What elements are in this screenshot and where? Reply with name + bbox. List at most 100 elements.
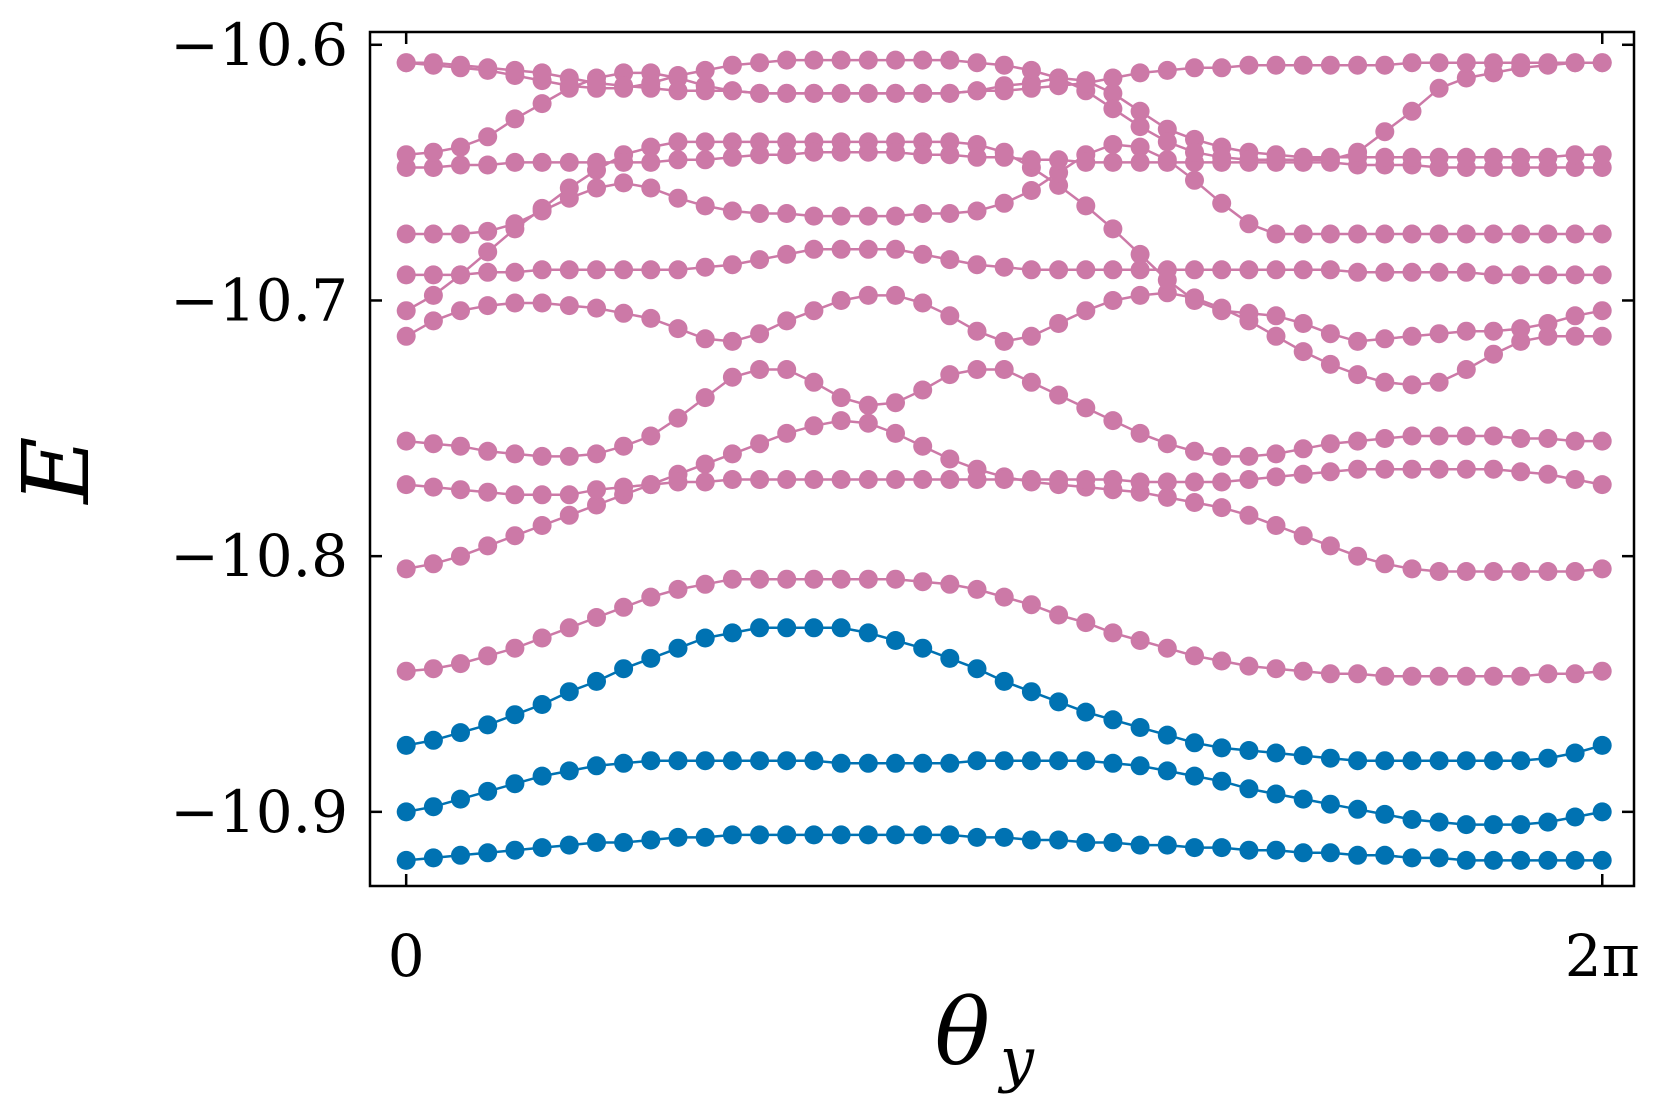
data-point: [451, 789, 470, 809]
data-point: [641, 78, 661, 98]
data-point: [423, 265, 443, 285]
data-point: [1266, 784, 1286, 804]
data-point: [750, 751, 770, 771]
data-point: [1076, 73, 1096, 93]
data-point: [1320, 664, 1340, 684]
data-point: [1185, 646, 1204, 666]
data-point: [1402, 666, 1422, 686]
data-point: [1348, 224, 1368, 244]
data-point: [1021, 60, 1041, 80]
data-point: [1320, 794, 1340, 814]
data-point: [1565, 145, 1585, 165]
data-point: [1212, 446, 1232, 466]
data-point: [559, 188, 579, 208]
data-point: [695, 628, 715, 648]
series-line: [405, 759, 1603, 826]
data-point: [478, 441, 498, 461]
data-point: [1402, 751, 1422, 771]
data-point: [559, 761, 579, 781]
data-point: [451, 137, 470, 157]
data-point: [1076, 301, 1096, 321]
data-point: [967, 53, 987, 73]
data-point: [695, 574, 715, 594]
data-point: [1157, 761, 1177, 781]
data-point: [1266, 467, 1286, 487]
data-point: [1456, 666, 1476, 686]
data-point: [722, 81, 742, 101]
y-tick-label: −10.7: [170, 266, 348, 334]
series-7: [396, 360, 1612, 466]
data-point: [1375, 845, 1395, 865]
data-point: [1375, 147, 1395, 167]
data-point: [668, 827, 688, 847]
data-point: [1429, 751, 1449, 771]
data-point: [668, 150, 688, 170]
data-point: [396, 145, 416, 165]
data-point: [1511, 562, 1531, 581]
data-point: [1185, 733, 1204, 753]
data-point: [1103, 710, 1123, 730]
data-point: [1239, 260, 1259, 280]
data-point: [1185, 493, 1204, 512]
data-point: [1348, 459, 1368, 479]
data-point: [1429, 459, 1449, 479]
data-point: [1076, 702, 1096, 722]
data-point: [886, 470, 905, 489]
data-point: [1049, 260, 1069, 280]
data-point: [858, 569, 878, 589]
data-point: [668, 81, 688, 101]
data-point: [1130, 756, 1150, 776]
data-point: [1021, 181, 1041, 200]
data-point: [1320, 748, 1340, 768]
data-point: [1320, 224, 1340, 244]
data-point: [1157, 60, 1177, 80]
data-point: [967, 81, 987, 101]
data-point: [886, 753, 905, 773]
data-point: [668, 408, 688, 428]
data-point: [451, 546, 470, 566]
data-point: [1293, 342, 1313, 362]
data-point: [451, 155, 470, 175]
data-point: [451, 723, 470, 743]
data-point: [1157, 472, 1177, 492]
data-point: [1402, 147, 1422, 167]
data-point: [1239, 214, 1259, 234]
data-point: [668, 472, 688, 492]
data-point: [1348, 55, 1368, 75]
data-point: [722, 331, 742, 351]
data-point: [396, 53, 416, 73]
data-point: [668, 579, 688, 599]
data-point: [1076, 613, 1096, 633]
data-point: [1076, 751, 1096, 771]
data-point: [478, 155, 498, 175]
data-point: [1429, 562, 1449, 581]
data-point: [396, 224, 416, 244]
data-point: [587, 480, 606, 500]
data-point: [1511, 850, 1531, 870]
data-point: [559, 68, 579, 88]
data-point: [423, 158, 443, 177]
data-point: [777, 311, 797, 331]
data-point: [614, 260, 634, 280]
data-point: [777, 145, 797, 165]
data-point: [722, 751, 742, 771]
data-point: [913, 572, 933, 592]
data-point: [1348, 142, 1368, 162]
series-15: [396, 53, 1612, 103]
data-point: [1565, 265, 1585, 285]
data-point: [831, 470, 851, 489]
data-point: [1293, 224, 1313, 244]
data-point: [777, 244, 797, 264]
data-point: [1402, 53, 1422, 73]
data-point: [1049, 830, 1069, 850]
data-point: [1565, 743, 1585, 763]
data-point: [1375, 804, 1395, 824]
data-point: [1538, 224, 1558, 244]
data-point: [1185, 472, 1204, 492]
data-point: [967, 827, 987, 847]
data-point: [1157, 638, 1177, 658]
data-point: [858, 413, 878, 433]
data-point: [913, 204, 933, 223]
data-point: [641, 178, 661, 198]
data-point: [1456, 426, 1476, 446]
